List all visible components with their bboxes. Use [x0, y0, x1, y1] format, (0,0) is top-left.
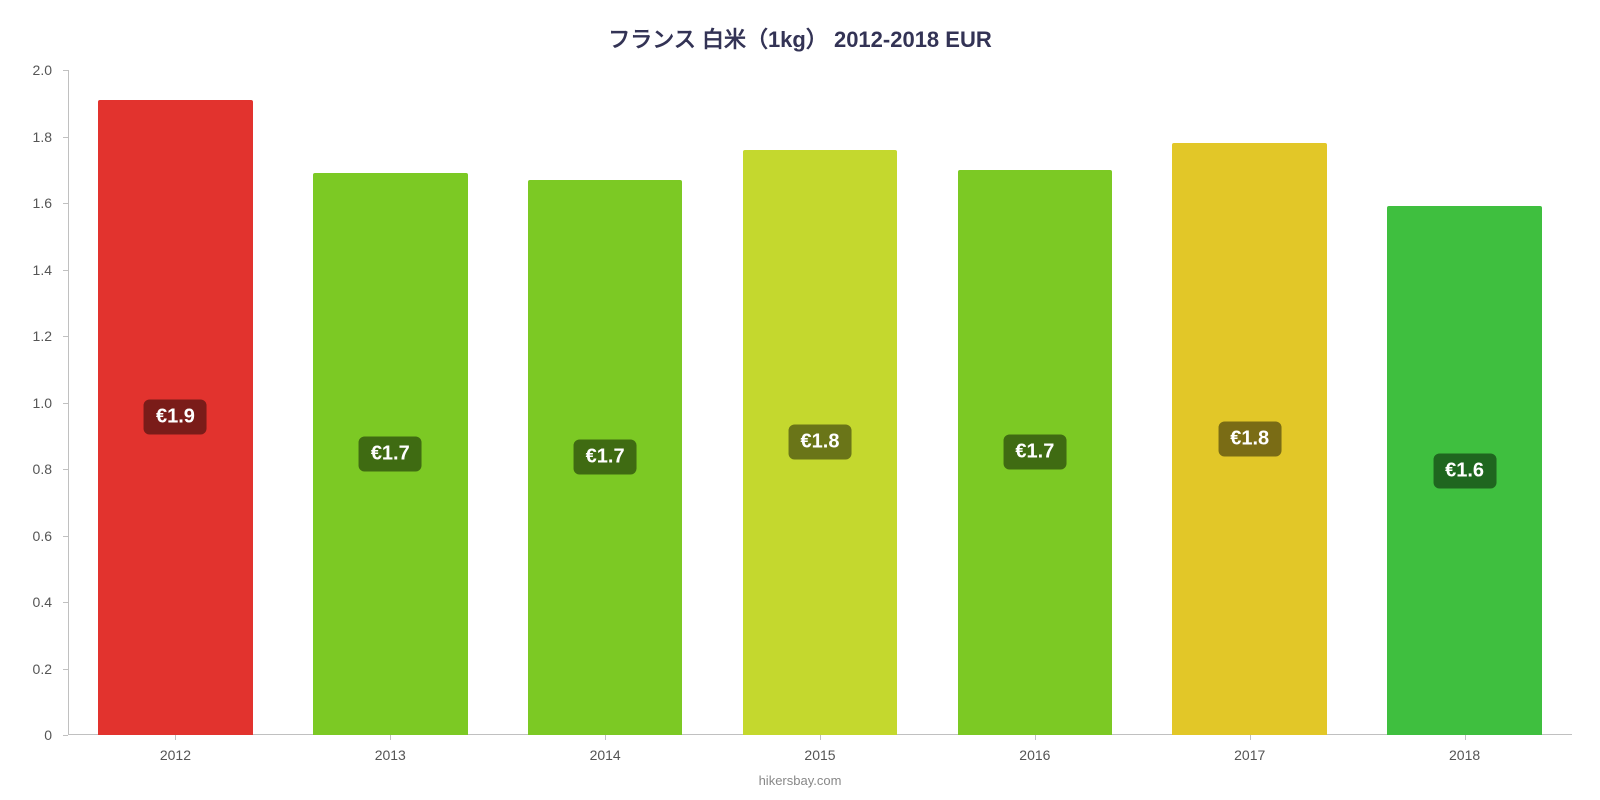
bar-value-label: €1.8: [1218, 422, 1281, 457]
x-axis-labels: 2012201320142015201620172018: [68, 747, 1572, 763]
y-tick-label: 2.0: [33, 62, 52, 78]
x-tick-mark: [1465, 735, 1466, 740]
plot-area: €1.9€1.7€1.7€1.8€1.7€1.8€1.6 20122013201…: [68, 70, 1572, 735]
bar-slot: €1.6: [1357, 70, 1572, 735]
bar-value-label: €1.9: [144, 400, 207, 435]
bar-slot: €1.9: [68, 70, 283, 735]
y-tick-label: 0.2: [33, 661, 52, 677]
x-tick-mark: [605, 735, 606, 740]
bar-slot: €1.7: [283, 70, 498, 735]
y-tick-label: 0.8: [33, 461, 52, 477]
x-tick-label: 2016: [927, 747, 1142, 763]
bar-value-label: €1.6: [1433, 453, 1496, 488]
bar-slot: €1.7: [498, 70, 713, 735]
bar-value-label: €1.7: [1003, 435, 1066, 470]
x-tick-mark: [820, 735, 821, 740]
bars-holder: €1.9 €1.7 €1.7 €1.8 €1.7 €1.8 €1.6: [68, 70, 1572, 735]
bar-value-label: €1.8: [789, 425, 852, 460]
y-tick-label: 0.6: [33, 528, 52, 544]
bar-value-label: €1.7: [574, 440, 637, 475]
x-tick-label: 2015: [713, 747, 928, 763]
bar-slot: €1.8: [1142, 70, 1357, 735]
x-tick-label: 2017: [1142, 747, 1357, 763]
chart-title: フランス 白米（1kg） 2012-2018 EUR: [0, 22, 1600, 54]
y-axis-labels: 00.20.40.60.81.01.21.41.61.82.0: [0, 70, 60, 735]
bar-chart: フランス 白米（1kg） 2012-2018 EUR 0 0.2 0.4 0.6 0.8…: [0, 0, 1600, 800]
bar: €1.6: [1387, 206, 1542, 735]
y-tick-label: 1.0: [33, 395, 52, 411]
x-tick-mark: [175, 735, 176, 740]
x-tick-label: 2018: [1357, 747, 1572, 763]
bar: €1.7: [528, 180, 683, 735]
bar: €1.8: [743, 150, 898, 735]
x-tick-mark: [1035, 735, 1036, 740]
bar: €1.8: [1172, 143, 1327, 735]
y-tick-label: 1.2: [33, 328, 52, 344]
bar: €1.7: [313, 173, 468, 735]
y-tick-label: 1.4: [33, 262, 52, 278]
x-tick-label: 2014: [498, 747, 713, 763]
bar-slot: €1.7: [927, 70, 1142, 735]
y-tick-label: 0.4: [33, 594, 52, 610]
bar-slot: €1.8: [713, 70, 928, 735]
y-tick-label: 0: [44, 727, 52, 743]
x-tick-label: 2012: [68, 747, 283, 763]
x-tick-mark: [1250, 735, 1251, 740]
y-tick-label: 1.8: [33, 129, 52, 145]
bar: €1.7: [958, 170, 1113, 735]
y-tick-mark: [63, 735, 68, 736]
bar: €1.9: [98, 100, 253, 735]
bar-value-label: €1.7: [359, 437, 422, 472]
x-tick-label: 2013: [283, 747, 498, 763]
x-tick-mark: [390, 735, 391, 740]
attribution-text: hikersbay.com: [0, 773, 1600, 788]
y-tick-label: 1.6: [33, 195, 52, 211]
